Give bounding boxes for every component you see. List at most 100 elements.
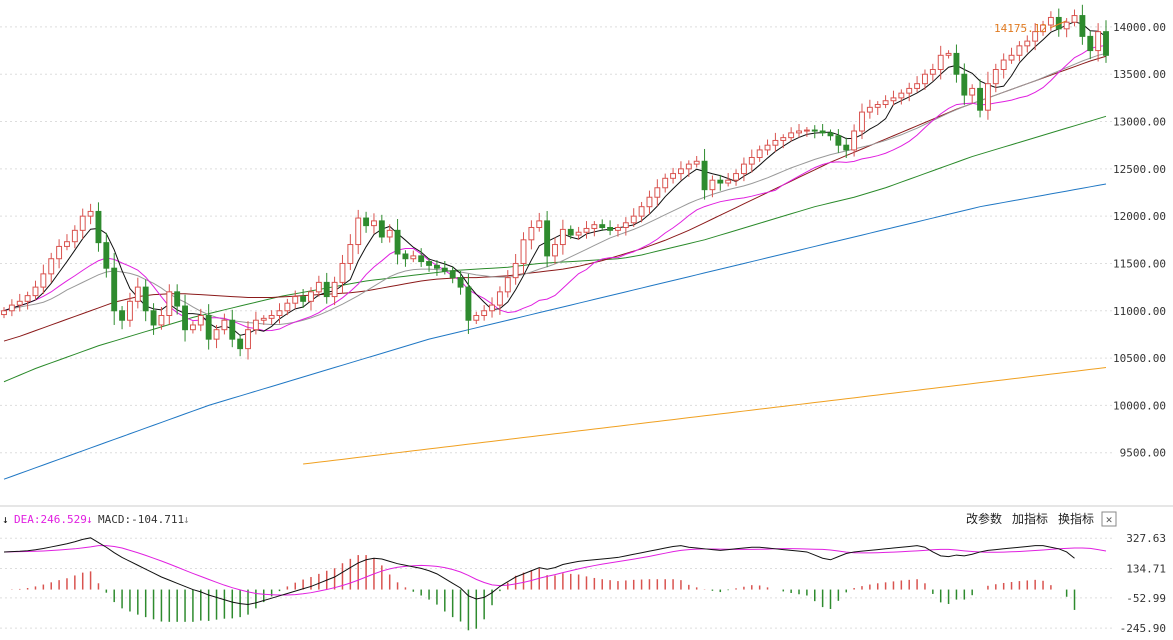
candle[interactable] — [489, 297, 495, 318]
candle[interactable] — [87, 203, 94, 225]
candle[interactable] — [394, 218, 401, 265]
candle[interactable] — [764, 139, 771, 156]
candle[interactable] — [977, 79, 983, 118]
candle[interactable] — [95, 202, 102, 252]
candle[interactable] — [1071, 9, 1078, 27]
add-indicator-button[interactable]: 加指标 — [1012, 511, 1048, 526]
candle[interactable] — [1103, 20, 1109, 63]
candle[interactable] — [308, 287, 314, 311]
candle[interactable] — [583, 221, 590, 239]
candle[interactable] — [835, 129, 842, 153]
candle[interactable] — [300, 289, 307, 308]
candle[interactable] — [544, 211, 551, 268]
candlesticks[interactable] — [1, 4, 1109, 360]
candle[interactable] — [363, 211, 370, 233]
candle[interactable] — [717, 174, 724, 191]
candle[interactable] — [1079, 4, 1086, 45]
candle[interactable] — [1, 307, 7, 319]
candle[interactable] — [331, 276, 338, 306]
candle[interactable] — [496, 286, 503, 315]
switch-indicator-button[interactable]: 换指标 — [1058, 511, 1094, 526]
candle[interactable] — [111, 253, 118, 325]
candle[interactable] — [457, 271, 464, 295]
candle[interactable] — [79, 208, 86, 239]
candle[interactable] — [906, 82, 913, 102]
candle[interactable] — [552, 237, 558, 264]
candle[interactable] — [1008, 47, 1015, 64]
candle[interactable] — [520, 232, 527, 274]
candle[interactable] — [323, 272, 330, 304]
candle[interactable] — [473, 311, 480, 325]
candle[interactable] — [16, 293, 23, 312]
indicator-toolbar[interactable]: 改参数 加指标 换指标 ✕ — [966, 511, 1117, 527]
candle[interactable] — [843, 137, 850, 158]
candle[interactable] — [292, 290, 299, 309]
candle[interactable] — [874, 101, 881, 116]
candle[interactable] — [772, 132, 779, 152]
candle[interactable] — [701, 148, 708, 200]
candle[interactable] — [859, 103, 865, 140]
candle[interactable] — [685, 160, 692, 177]
candle[interactable] — [24, 291, 31, 310]
candle[interactable] — [622, 217, 629, 236]
candle[interactable] — [386, 224, 393, 243]
candle[interactable] — [40, 264, 47, 295]
candle[interactable] — [945, 50, 952, 59]
candle[interactable] — [127, 292, 133, 327]
candle[interactable] — [914, 76, 921, 93]
candle[interactable] — [536, 212, 543, 232]
candle[interactable] — [56, 239, 63, 269]
candle[interactable] — [803, 127, 810, 137]
candle[interactable] — [961, 63, 968, 105]
candle[interactable] — [252, 311, 259, 335]
candle[interactable] — [740, 157, 747, 182]
candle[interactable] — [733, 169, 739, 186]
candle[interactable] — [528, 220, 535, 250]
close-panel-button[interactable] — [1101, 511, 1117, 527]
candle[interactable] — [725, 173, 732, 187]
candle[interactable] — [418, 248, 425, 267]
candle[interactable] — [827, 129, 834, 141]
candle[interactable] — [811, 125, 818, 139]
candle[interactable] — [441, 261, 448, 275]
candle[interactable] — [646, 190, 653, 215]
candle[interactable] — [851, 124, 858, 157]
candle[interactable] — [8, 299, 15, 317]
candle[interactable] — [693, 155, 700, 168]
candle[interactable] — [567, 225, 574, 240]
candle[interactable] — [150, 303, 157, 335]
candle[interactable] — [229, 309, 236, 348]
candle[interactable] — [142, 279, 149, 322]
candle[interactable] — [284, 298, 291, 316]
candle[interactable] — [197, 308, 204, 332]
candle[interactable] — [221, 313, 228, 335]
candle[interactable] — [654, 179, 661, 207]
candle[interactable] — [1087, 30, 1094, 60]
candle[interactable] — [1016, 41, 1023, 62]
candle[interactable] — [276, 303, 283, 324]
candle[interactable] — [788, 127, 795, 142]
candle[interactable] — [449, 266, 456, 284]
candle[interactable] — [119, 306, 126, 330]
candle[interactable] — [992, 63, 999, 93]
candle[interactable] — [575, 226, 582, 240]
candle[interactable] — [347, 234, 354, 271]
candle[interactable] — [166, 284, 173, 325]
change-params-button[interactable]: 改参数 — [966, 511, 1002, 526]
candle[interactable] — [882, 95, 889, 109]
candle[interactable] — [48, 252, 55, 283]
candle[interactable] — [189, 321, 196, 334]
candle[interactable] — [984, 71, 991, 120]
candle[interactable] — [433, 260, 440, 276]
candle[interactable] — [1055, 8, 1062, 37]
candle[interactable] — [678, 161, 684, 181]
candle[interactable] — [756, 145, 763, 162]
candle[interactable] — [866, 99, 873, 119]
candle[interactable] — [339, 254, 346, 294]
candle[interactable] — [591, 221, 598, 237]
candle[interactable] — [315, 275, 322, 297]
candle[interactable] — [371, 213, 377, 234]
candle[interactable] — [481, 305, 488, 321]
candle[interactable] — [355, 209, 362, 255]
candle[interactable] — [268, 310, 275, 325]
